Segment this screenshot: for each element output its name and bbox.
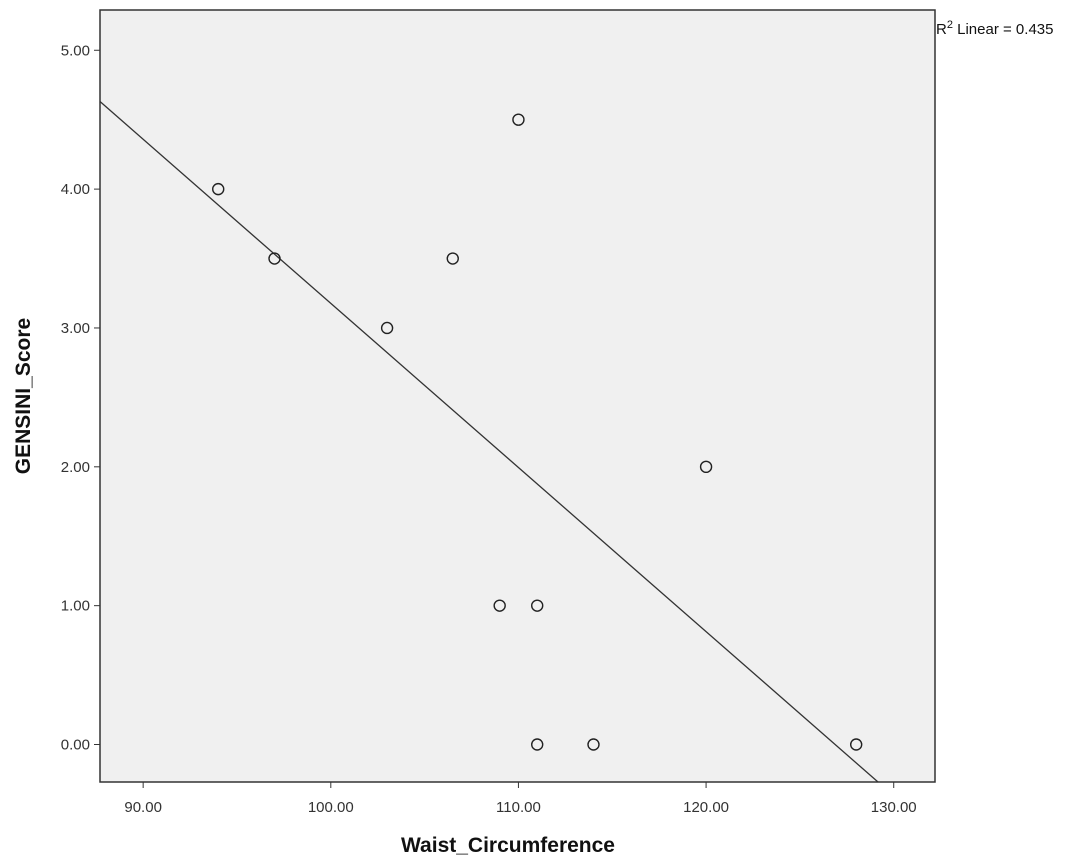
r-squared-annotation: R2 Linear = 0.435 bbox=[936, 19, 1053, 38]
data-point bbox=[512, 113, 525, 126]
x-tick-label: 120.00 bbox=[683, 799, 729, 816]
x-axis: 90.00 100.00 110.00 120.00 130.00 bbox=[124, 782, 917, 816]
y-axis: 0.00 1.00 2.00 3.00 4.00 5.00 bbox=[61, 42, 100, 754]
y-tick-label: 5.00 bbox=[61, 42, 90, 59]
y-tick-label: 4.00 bbox=[61, 181, 90, 198]
r-squared-prefix: R bbox=[936, 21, 947, 38]
data-point bbox=[493, 599, 506, 612]
data-point bbox=[699, 460, 713, 474]
plot-area bbox=[99, 9, 936, 783]
points-layer bbox=[212, 113, 863, 751]
data-point bbox=[212, 182, 225, 196]
data-point bbox=[446, 252, 459, 265]
data-point bbox=[849, 738, 863, 751]
data-point bbox=[268, 252, 281, 265]
x-tick-label: 110.00 bbox=[496, 799, 541, 816]
data-point bbox=[587, 738, 600, 751]
y-axis-title: GENSINI_Score bbox=[12, 318, 35, 474]
x-axis-title: Waist_Circumference bbox=[401, 834, 615, 857]
y-tick-label: 3.00 bbox=[61, 320, 90, 337]
data-point bbox=[531, 738, 544, 751]
x-tick-label: 90.00 bbox=[124, 799, 162, 816]
x-tick-label: 130.00 bbox=[871, 799, 917, 816]
y-tick-label: 0.00 bbox=[61, 737, 90, 754]
y-tick-label: 2.00 bbox=[61, 459, 90, 476]
y-tick-label: 1.00 bbox=[61, 598, 90, 615]
r-squared-value: Linear = 0.435 bbox=[953, 21, 1054, 38]
r-squared-superscript: 2 bbox=[947, 19, 953, 31]
fit-line bbox=[99, 101, 879, 783]
x-tick-label: 100.00 bbox=[308, 799, 354, 816]
data-point bbox=[380, 321, 394, 335]
data-point bbox=[531, 599, 544, 612]
fit-line-layer bbox=[99, 101, 879, 783]
